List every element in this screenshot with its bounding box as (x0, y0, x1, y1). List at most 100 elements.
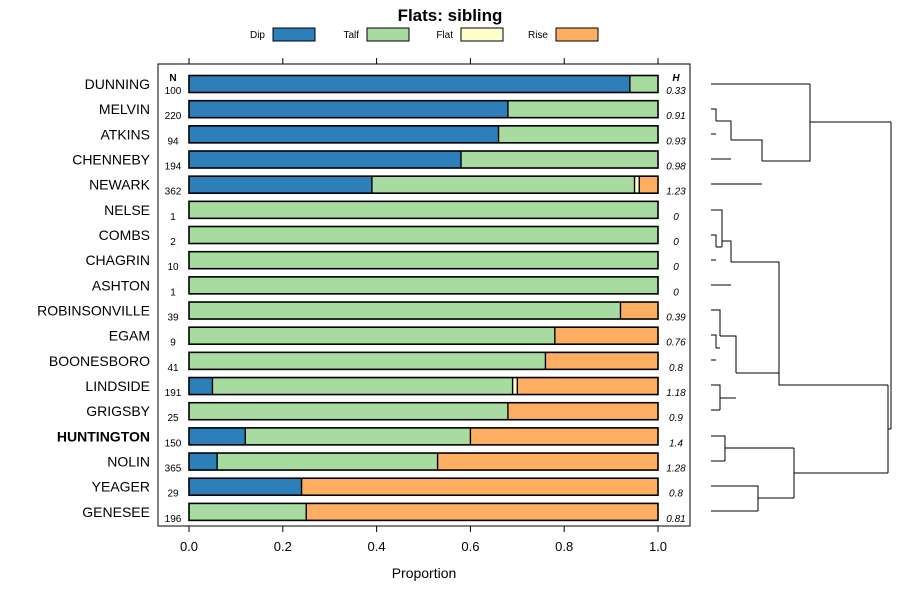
bar-outline (188, 99, 659, 119)
h-value: 0.81 (666, 514, 685, 525)
n-value: 191 (165, 388, 182, 399)
bar-outline (188, 326, 659, 346)
dendrogram-link (711, 435, 726, 461)
bar-segment-rise (639, 176, 658, 194)
legend-swatch-rise (555, 27, 599, 42)
h-value: 0.93 (666, 136, 686, 147)
dendrogram-link (720, 335, 737, 373)
bar-outline (188, 150, 659, 169)
bar-segment-dip (189, 176, 372, 194)
dendrogram-link (762, 122, 811, 162)
n-value: 10 (167, 262, 179, 273)
category-label: ATKINS (100, 126, 150, 142)
n-value: 194 (165, 162, 182, 173)
bar-outline (188, 301, 659, 320)
n-value: 1 (170, 212, 176, 223)
category-label: ROBINSONVILLE (37, 303, 150, 319)
h-value: 0.33 (666, 86, 686, 97)
bar-segment-dip (189, 377, 213, 395)
category-label: EGAM (109, 328, 150, 344)
h-value: 0.39 (666, 313, 686, 324)
bar-segment-dip (189, 453, 218, 471)
dendrogram-link (711, 334, 717, 348)
bar-outline (188, 125, 659, 144)
bar-segment-talf (189, 327, 555, 345)
category-label: LINDSIDE (85, 378, 150, 394)
bar-segment-dip (189, 75, 630, 93)
bar-segment-rise (517, 377, 658, 395)
n-value: 2 (170, 237, 176, 248)
bar-segment-talf (212, 377, 513, 395)
category-label: GENESEE (82, 504, 150, 520)
n-value: 220 (165, 111, 182, 122)
category-label: GRIGSBY (86, 403, 150, 419)
bar-outline (188, 175, 659, 194)
dendrogram-link (722, 240, 732, 262)
h-value: 0.98 (666, 162, 686, 173)
dendrogram-link (711, 384, 721, 410)
bar-segment-flat (512, 377, 518, 395)
bar-outline (188, 376, 659, 396)
h-value: 1.18 (666, 388, 686, 399)
bar-segment-rise (554, 327, 658, 345)
chart-title: Flats: sibling (398, 6, 503, 25)
n-value: 25 (167, 413, 179, 424)
h-value: 0 (673, 237, 679, 248)
category-label: CHENNEBY (72, 152, 150, 168)
plot-frame (157, 63, 691, 527)
dendrogram-link (716, 120, 732, 140)
category-label: MELVIN (99, 101, 150, 117)
h-value: 0.9 (669, 413, 683, 424)
h-value: 0.91 (666, 111, 685, 122)
h-column-header: H (672, 73, 680, 84)
legend-swatch-talf (366, 27, 410, 42)
h-value: 1.23 (666, 187, 686, 198)
h-value: 0.76 (666, 338, 686, 349)
n-value: 41 (167, 363, 179, 374)
bar-segment-talf (507, 100, 658, 118)
x-tick-label: 0.8 (555, 539, 573, 554)
x-axis: 0.0 0.2 0.4 0.6 0.8 1.0 (180, 58, 667, 554)
n-value: 365 (165, 464, 182, 475)
dendrogram-link (711, 108, 717, 121)
legend-label-rise: Rise (528, 30, 548, 41)
bar-outline (188, 250, 659, 270)
bar-segment-dip (189, 151, 462, 169)
n-value: 100 (165, 86, 182, 97)
bar-segment-rise (306, 503, 658, 521)
h-value: 0.8 (669, 489, 683, 500)
dendrogram-link (711, 485, 759, 511)
h-value: 0 (673, 262, 679, 273)
bar-outline (188, 200, 659, 220)
bar-segment-talf (189, 251, 658, 269)
bar-segment-talf (189, 402, 508, 420)
legend-swatch-flat (460, 27, 504, 42)
dendrogram (711, 83, 892, 512)
bar-segment-talf (189, 503, 307, 521)
dendrogram-link (711, 309, 721, 336)
bar-outline (188, 452, 659, 471)
bar-segment-rise (301, 478, 658, 496)
bar-segment-talf (245, 427, 471, 445)
category-label: NOLIN (107, 454, 150, 470)
bar-segment-talf (189, 201, 658, 219)
h-value: 0.8 (669, 363, 683, 374)
x-tick-label: 1.0 (649, 539, 667, 554)
bar-segment-talf (189, 302, 621, 320)
bars (188, 74, 659, 522)
category-label: NEWARK (89, 177, 151, 193)
n-value: 1 (170, 287, 176, 298)
n-value: 29 (167, 489, 179, 500)
n-value: 9 (170, 338, 176, 349)
dendrogram-link (711, 209, 723, 230)
bar-segment-talf (189, 352, 546, 370)
n-value: 94 (167, 136, 179, 147)
bar-outline (188, 351, 659, 371)
x-tick-label: 0.6 (461, 539, 479, 554)
n-column-header: N (169, 73, 176, 84)
h-value: 0 (673, 212, 679, 223)
bar-segment-dip (189, 478, 302, 496)
bar-outline (188, 401, 659, 421)
